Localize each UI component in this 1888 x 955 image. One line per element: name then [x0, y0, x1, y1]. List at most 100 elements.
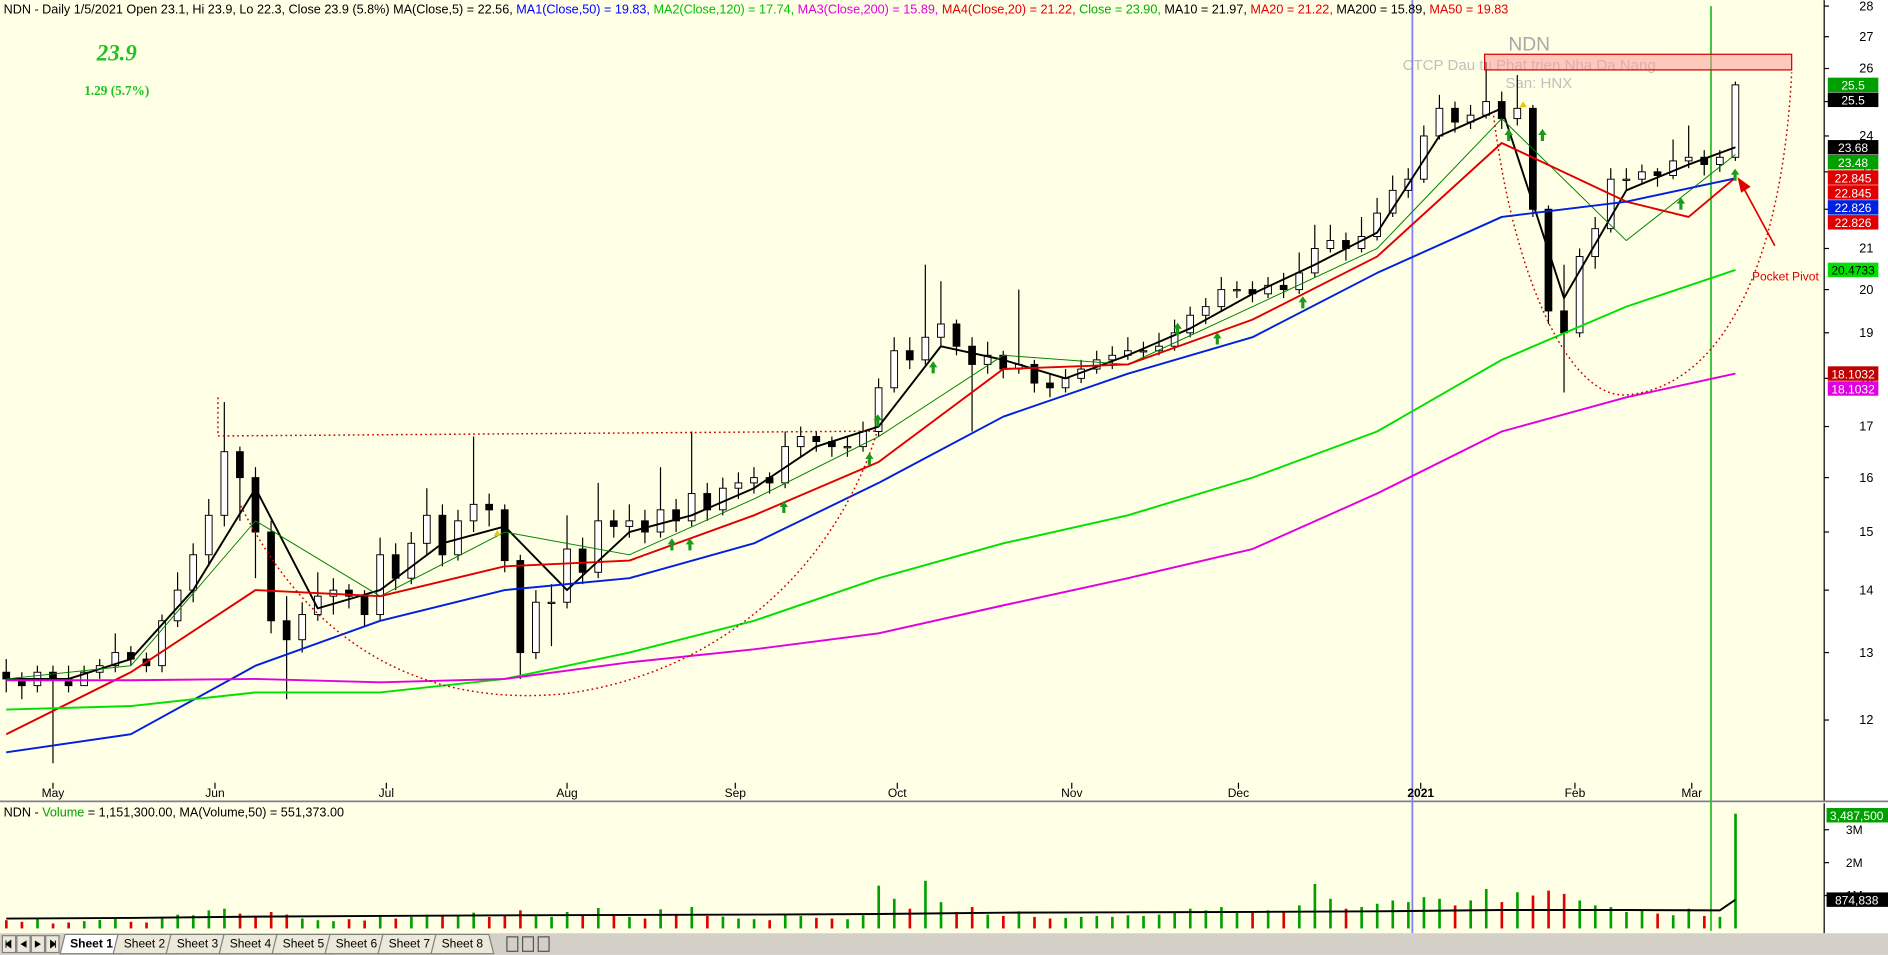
drawings — [217, 72, 1793, 697]
candle-body — [298, 614, 307, 641]
candle-body — [1638, 171, 1646, 180]
volume-bar — [1500, 902, 1504, 929]
signal-marker — [1519, 101, 1527, 108]
volume-bar — [1048, 918, 1052, 929]
sheet-tab-label[interactable]: Sheet 8 — [442, 937, 484, 951]
candle-body — [1046, 382, 1054, 389]
volume-bar — [1204, 910, 1208, 929]
ma-line — [6, 107, 1736, 680]
volume-bar — [534, 914, 538, 929]
sheet-tab-label[interactable]: Sheet 1 — [70, 937, 113, 951]
ma-line — [5, 142, 1737, 736]
volume-bar — [1157, 914, 1161, 929]
sheet-tab-label[interactable]: Sheet 3 — [177, 937, 219, 951]
last-value-label: 22.826 — [1835, 201, 1872, 215]
last-value-label: 23.68 — [1838, 141, 1868, 155]
x-tick-label: Aug — [556, 786, 577, 800]
sheet-tab-label[interactable]: Sheet 7 — [389, 937, 431, 951]
last-value-box — [1827, 170, 1879, 185]
volume-bar — [160, 916, 164, 929]
candle-body — [360, 595, 369, 616]
candle-body — [1435, 107, 1444, 137]
volume-bar — [1407, 902, 1410, 929]
volume-bar — [628, 916, 631, 929]
tool-link[interactable] — [521, 936, 535, 952]
volume-bar — [36, 918, 39, 929]
candle-body — [563, 548, 571, 603]
candle-body — [874, 387, 883, 432]
volume-bar — [456, 915, 460, 929]
candle-body — [2, 671, 11, 680]
header-segment: NDN - Daily 1/5/2021 Open 23.1, Hi 23.9,… — [4, 2, 517, 16]
volume-bar — [51, 923, 55, 929]
candle-body — [718, 487, 727, 511]
y-tick-label: 20 — [1859, 283, 1873, 297]
candle-body — [812, 436, 821, 443]
sheet-tab[interactable] — [430, 933, 495, 955]
tool-sync[interactable] — [537, 936, 550, 952]
moving-averages — [5, 107, 1737, 754]
watermark-exchange: San: HNX — [1505, 75, 1572, 92]
volume-bar — [1671, 915, 1675, 929]
volume-bar — [1002, 915, 1005, 929]
volume-bar — [612, 915, 616, 929]
candle-body — [267, 531, 275, 622]
volume-bar — [706, 915, 709, 929]
candle-body — [905, 350, 914, 361]
tool-lock[interactable] — [506, 936, 519, 952]
candle-body — [532, 601, 540, 654]
sheet-tab-label[interactable]: Sheet 5 — [283, 937, 325, 951]
ma-line — [6, 269, 1736, 711]
volume-bar — [737, 918, 740, 929]
candle-body — [1419, 135, 1428, 180]
volume-bar — [1173, 911, 1177, 929]
volume-bar — [20, 921, 24, 929]
candle-body — [547, 601, 556, 604]
volume-bar — [98, 919, 102, 929]
volume-bar — [114, 918, 117, 929]
sheet-tab-label[interactable]: Sheet 2 — [124, 937, 166, 951]
nav-last-icon — [50, 939, 57, 949]
volume-bar — [301, 918, 304, 929]
volume-bar — [1484, 888, 1488, 929]
signal-marker — [493, 529, 501, 536]
volume-header: NDN - Volume = 1,151,300.00, MA(Volume,5… — [4, 805, 344, 819]
volume-bar — [1562, 893, 1566, 929]
candle-body — [1622, 178, 1631, 181]
y-tick-label: 21 — [1859, 242, 1873, 256]
last-value-box — [1827, 262, 1879, 278]
candle-body — [1264, 284, 1272, 295]
candle-body — [625, 520, 634, 527]
volume-bar — [145, 922, 148, 929]
volume-bar — [1625, 911, 1628, 929]
volume-bar — [1220, 907, 1223, 929]
volume-bar — [1329, 898, 1332, 929]
volume-bar — [643, 918, 647, 929]
x-tick-label: Sep — [725, 786, 747, 800]
volume-bar — [1126, 915, 1130, 929]
volume-bar — [1687, 908, 1691, 929]
candle-body — [1715, 156, 1724, 166]
volume-bar — [394, 918, 398, 929]
candle-body — [438, 514, 447, 556]
last-value-label: 22.826 — [1835, 216, 1872, 230]
sheet-tab-label[interactable]: Sheet 4 — [230, 937, 272, 951]
volume-bar — [1033, 916, 1036, 929]
sheet-tabs: Sheet 1 Sheet 2 Sheet 3 Sheet 4 Sheet 5 Sheet… — [59, 933, 495, 955]
last-value-label: 18.1032 — [1831, 382, 1875, 396]
pivot-arrow-head — [1737, 177, 1751, 193]
candle-body — [111, 652, 120, 667]
y-tick-label: 26 — [1859, 62, 1873, 76]
candle-body — [1170, 332, 1179, 347]
sheet-tab-label[interactable]: Sheet 6 — [336, 937, 378, 951]
x-tick-label: 2021 — [1407, 786, 1434, 800]
volume-bar — [1235, 911, 1239, 929]
candle-body — [469, 503, 478, 522]
volume-bar — [1344, 908, 1348, 929]
header-segment: = 1,151,300.00, MA(Volume,50) = 551,373.… — [84, 805, 344, 819]
volume-bar — [519, 910, 522, 929]
candle-body — [843, 446, 852, 449]
volume-bar — [347, 919, 351, 929]
last-value-label: 22.845 — [1835, 186, 1872, 200]
candle-body — [1279, 284, 1288, 291]
